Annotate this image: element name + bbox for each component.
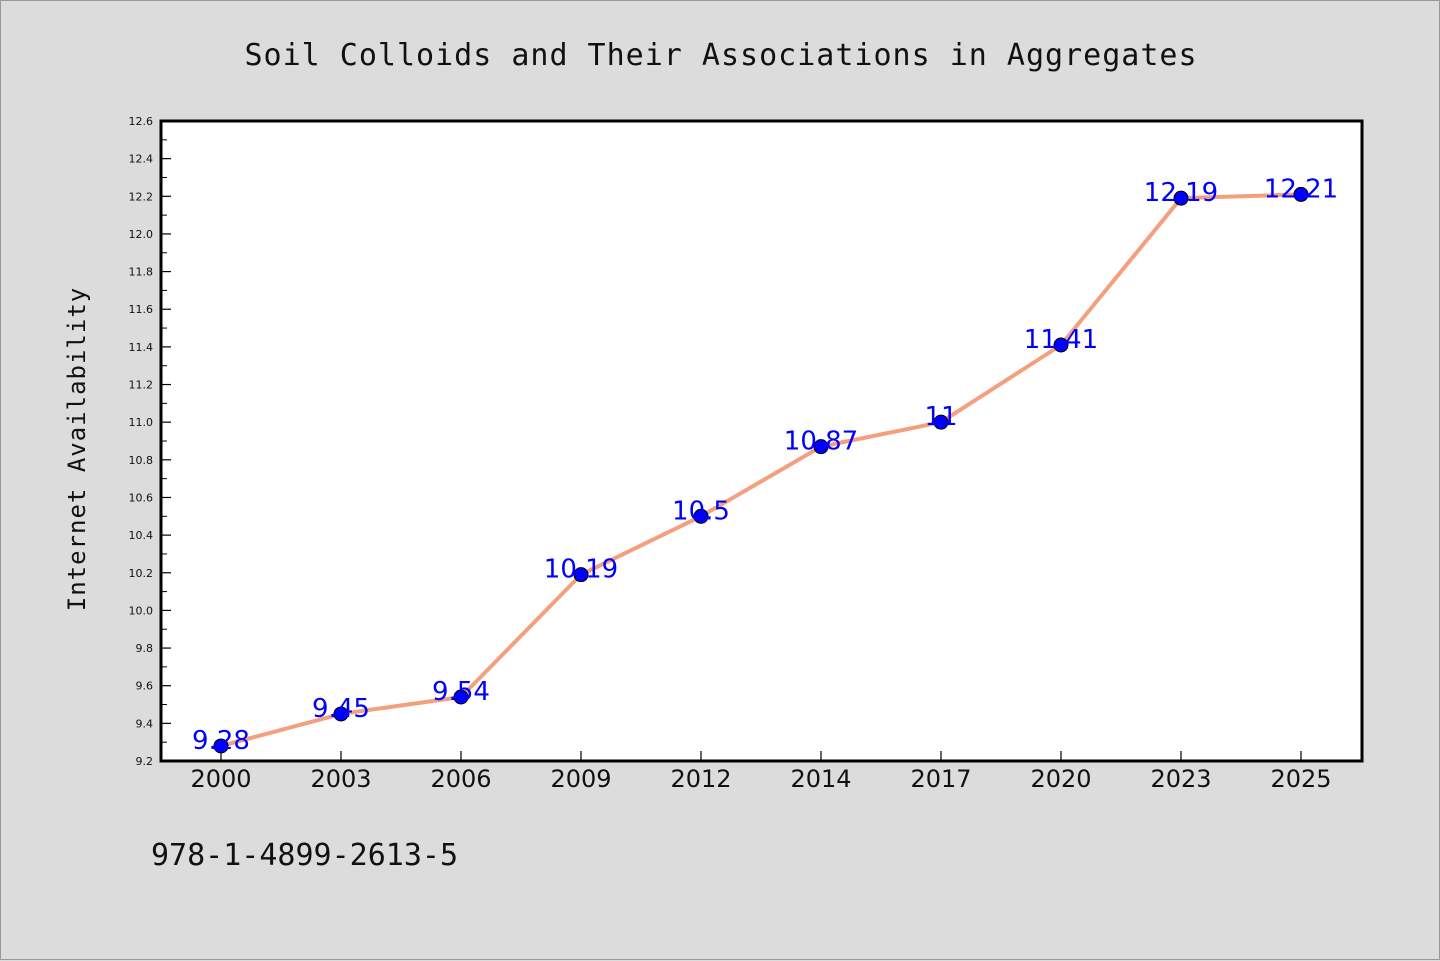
data-label: 10.19 bbox=[544, 555, 618, 585]
x-tick-label: 2020 bbox=[1030, 765, 1091, 793]
data-label: 9.54 bbox=[432, 677, 490, 707]
data-point bbox=[213, 738, 229, 754]
y-tick-label: 11.2 bbox=[129, 379, 154, 392]
chart-title: Soil Colloids and Their Associations in … bbox=[244, 38, 1197, 73]
x-tick-label: 2012 bbox=[670, 765, 731, 793]
y-tick-label: 9.6 bbox=[136, 680, 154, 693]
y-tick-label: 9.8 bbox=[136, 642, 154, 655]
series-points-group bbox=[213, 186, 1309, 754]
data-point bbox=[1053, 337, 1069, 353]
data-label: 12.19 bbox=[1144, 178, 1218, 208]
y-tick-label: 10.4 bbox=[129, 529, 154, 542]
x-tick-label: 2014 bbox=[790, 765, 851, 793]
y-tick-label: 12.0 bbox=[129, 228, 154, 241]
y-tick-label: 10.6 bbox=[129, 491, 154, 504]
x-tick-label: 2025 bbox=[1270, 765, 1331, 793]
data-label: 11 bbox=[924, 402, 957, 432]
x-tick-label: 2000 bbox=[190, 765, 251, 793]
y-tick-label: 12.6 bbox=[129, 115, 154, 128]
y-tick-label: 10.0 bbox=[129, 604, 154, 617]
data-label: 10.87 bbox=[784, 427, 858, 457]
data-point bbox=[453, 689, 469, 705]
y-tick-label: 10.2 bbox=[129, 567, 154, 580]
y-axis-label: Internet Availability bbox=[63, 287, 91, 611]
data-point bbox=[813, 439, 829, 455]
data-point bbox=[693, 508, 709, 524]
y-tick-label: 11.8 bbox=[129, 266, 154, 279]
data-label: 12.21 bbox=[1264, 174, 1338, 204]
x-tick-label: 2023 bbox=[1150, 765, 1211, 793]
data-point bbox=[573, 567, 589, 583]
y-axis: 9.2 9.4 9.6 9.8 10.0 10.2 10.4 10.6 10.8 11.0 11.2… bbox=[129, 115, 171, 768]
isbn-footer: 978-1-4899-2613-5 bbox=[151, 838, 458, 873]
x-tick-label: 2003 bbox=[310, 765, 371, 793]
x-tick-label: 2006 bbox=[430, 765, 491, 793]
data-point bbox=[333, 706, 349, 722]
data-label: 9.28 bbox=[192, 726, 250, 756]
y-tick-label: 9.4 bbox=[136, 717, 154, 730]
series-line bbox=[219, 192, 1303, 748]
y-tick-label: 12.4 bbox=[129, 153, 154, 166]
data-labels-group: 9.28 9.45 9.54 10.19 10.5 10.87 11 11.41 12.19 12… bbox=[192, 174, 1338, 756]
data-point bbox=[1173, 190, 1189, 206]
data-point bbox=[933, 414, 949, 430]
x-tick-label: 2017 bbox=[910, 765, 971, 793]
y-tick-label: 11.0 bbox=[129, 416, 154, 429]
plot-area bbox=[159, 119, 1364, 763]
x-tick-label: 2009 bbox=[550, 765, 611, 793]
y-tick-label: 11.4 bbox=[129, 341, 154, 354]
x-axis: 2000 2003 2006 2009 2012 2014 2017 2020 2023 2025 bbox=[190, 751, 1332, 793]
series-line-group bbox=[219, 192, 1303, 748]
data-label: 10.5 bbox=[672, 496, 730, 526]
y-tick-label: 11.6 bbox=[129, 303, 154, 316]
y-tick-label: 10.8 bbox=[129, 454, 154, 467]
data-label: 9.45 bbox=[312, 694, 370, 724]
y-tick-label: 9.2 bbox=[136, 755, 154, 768]
y-tick-label: 12.2 bbox=[129, 190, 154, 203]
data-point bbox=[1293, 186, 1309, 202]
data-label: 11.41 bbox=[1024, 325, 1098, 355]
